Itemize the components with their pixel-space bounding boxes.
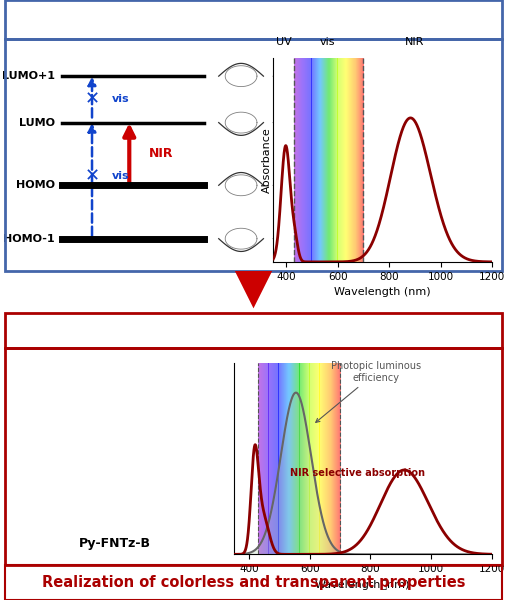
X-axis label: Wavelength (nm): Wavelength (nm) bbox=[335, 287, 431, 297]
Text: Py-FNTz-B: Py-FNTz-B bbox=[79, 537, 151, 550]
Text: Photopic luminous
efficiency: Photopic luminous efficiency bbox=[316, 361, 421, 422]
Text: Development of NIR-selective absorption dye: Development of NIR-selective absorption … bbox=[59, 323, 448, 338]
Text: ✕: ✕ bbox=[85, 167, 99, 185]
Y-axis label: Absorbance: Absorbance bbox=[262, 127, 272, 193]
Text: Molecular design toward NIR-selective absorption: Molecular design toward NIR-selective ab… bbox=[40, 12, 467, 27]
Text: vis: vis bbox=[112, 94, 129, 104]
Text: HOMO: HOMO bbox=[16, 180, 55, 190]
Text: ·····: ····· bbox=[397, 118, 411, 127]
Text: LUMO: LUMO bbox=[19, 118, 55, 128]
Text: vis: vis bbox=[319, 37, 335, 47]
Text: ·····: ····· bbox=[397, 181, 411, 190]
Text: HOMO-1: HOMO-1 bbox=[3, 233, 55, 244]
Text: NIR: NIR bbox=[405, 37, 424, 47]
Text: ✕: ✕ bbox=[85, 91, 99, 109]
Text: ·····: ····· bbox=[397, 234, 411, 243]
X-axis label: Wavelength（nm): Wavelength（nm) bbox=[315, 580, 411, 590]
Text: Realization of colorless and transparent properties: Realization of colorless and transparent… bbox=[42, 575, 465, 590]
Text: vis: vis bbox=[112, 171, 129, 181]
Text: NIR selective absorption: NIR selective absorption bbox=[290, 468, 425, 478]
Text: UV: UV bbox=[276, 37, 292, 47]
Text: NIR: NIR bbox=[149, 148, 174, 160]
Text: ·····: ····· bbox=[397, 71, 411, 80]
FancyArrowPatch shape bbox=[244, 276, 263, 296]
Text: LUMO+1: LUMO+1 bbox=[2, 71, 55, 81]
